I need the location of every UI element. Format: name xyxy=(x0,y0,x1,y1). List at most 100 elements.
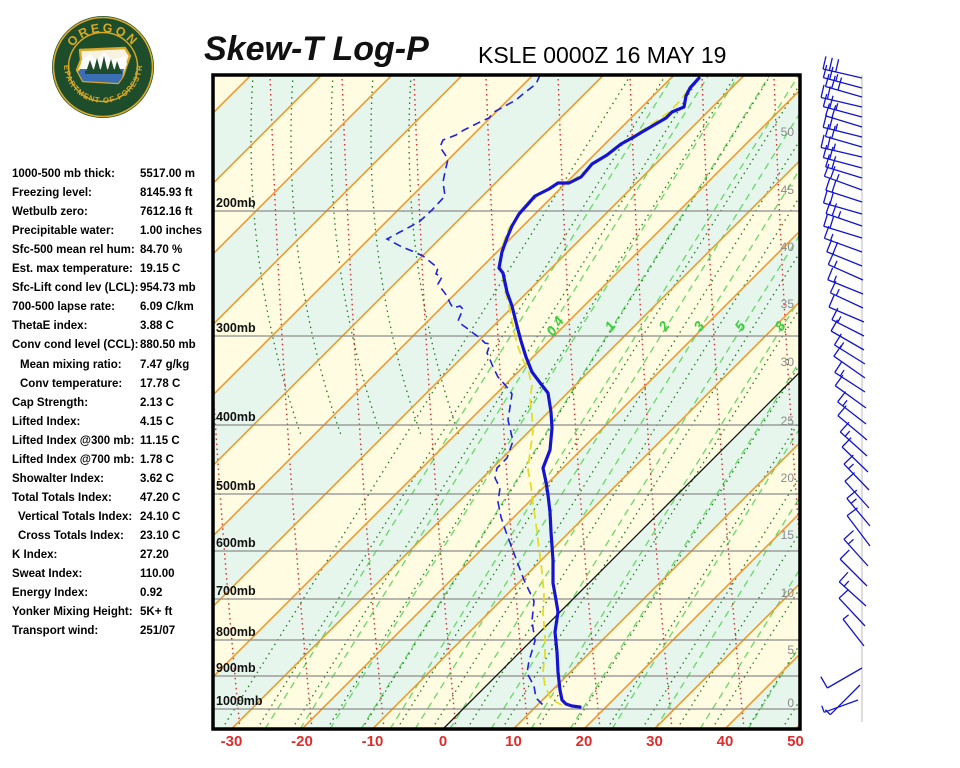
stat-label: Showalter Index: xyxy=(12,472,105,485)
stat-value: 251/07 xyxy=(140,625,176,638)
pressure-label-1000mb: 1000mb xyxy=(216,694,263,708)
stat-row: Cap Strength: 2.13 C xyxy=(12,397,174,416)
stat-row: 1000-500 mb thick: 5517.00 m xyxy=(12,168,195,187)
pressure-label-300mb: 300mb xyxy=(216,321,256,335)
stat-label: Sweat Index: xyxy=(12,568,83,581)
stat-value: 7612.16 ft xyxy=(140,206,193,219)
stat-value: 17.78 C xyxy=(140,377,181,390)
stat-row: Lifted Index: 4.15 C xyxy=(12,416,174,435)
height-label-5: 5 xyxy=(787,643,794,657)
pressure-label-400mb: 400mb xyxy=(216,410,256,424)
temp-tick-30: 30 xyxy=(646,733,663,750)
stat-label: Lifted Index @300 mb: xyxy=(12,434,135,447)
stat-row: 700-500 lapse rate: 6.09 C/km xyxy=(12,301,194,320)
stat-row: Sfc-Lift cond lev (LCL): 954.73 mb xyxy=(12,282,196,301)
pressure-label-600mb: 600mb xyxy=(216,536,256,550)
stat-label: Transport wind: xyxy=(12,625,99,638)
stat-value: 954.73 mb xyxy=(140,282,196,295)
stat-row: Sweat Index: 110.00 xyxy=(12,568,175,587)
stat-row: Sfc-500 mean rel hum: 84.70 % xyxy=(12,244,182,263)
odf-logo: OREGON DEPARTMENT OF FORESTRY xyxy=(50,14,154,118)
stat-label: Conv temperature: xyxy=(20,377,123,390)
stat-value: 5K+ ft xyxy=(140,606,173,619)
height-label-25: 25 xyxy=(780,414,794,428)
stat-value: 84.70 % xyxy=(140,244,183,257)
stat-row: Est. max temperature: 19.15 C xyxy=(12,263,180,282)
stat-value: 8145.93 ft xyxy=(140,187,193,200)
stat-label: Est. max temperature: xyxy=(12,263,133,276)
stat-row: Yonker Mixing Height: 5K+ ft xyxy=(12,606,172,625)
stat-label: Total Totals Index: xyxy=(12,491,112,504)
stat-label: Precipitable water: xyxy=(12,225,115,238)
stat-label: Vertical Totals Index: xyxy=(18,510,133,523)
stat-value: 5517.00 m xyxy=(140,168,195,180)
stat-value: 19.15 C xyxy=(140,263,181,276)
stat-label: Freezing level: xyxy=(12,187,92,200)
stat-row: ThetaE index: 3.88 C xyxy=(12,320,174,339)
stat-row: Cross Totals Index: 23.10 C xyxy=(12,530,180,549)
stat-label: 700-500 lapse rate: xyxy=(12,301,115,314)
height-label-10: 10 xyxy=(780,586,794,600)
height-label-30: 30 xyxy=(780,355,794,369)
stat-row: Energy Index: 0.92 xyxy=(12,587,162,606)
stat-value: 3.88 C xyxy=(140,320,174,333)
stat-row: K Index: 27.20 xyxy=(12,549,169,568)
temp-tick-10: 10 xyxy=(505,733,522,750)
stat-value: 1.00 inches xyxy=(140,225,203,238)
stat-row: Wetbulb zero: 7612.16 ft xyxy=(12,206,192,225)
stat-value: 1.78 C xyxy=(140,453,174,466)
stat-value: 7.47 g/kg xyxy=(140,358,190,371)
stat-value: 880.50 mb xyxy=(140,339,196,352)
stat-label: ThetaE index: xyxy=(12,320,88,333)
pressure-label-700mb: 700mb xyxy=(216,584,256,598)
height-label-35: 35 xyxy=(780,297,794,311)
stat-label: Lifted Index @700 mb: xyxy=(12,453,135,466)
stat-row: Mean mixing ratio: 7.47 g/kg xyxy=(12,359,189,378)
height-label-15: 15 xyxy=(780,528,794,542)
stat-row: Precipitable water: 1.00 inches xyxy=(12,225,202,244)
height-label-45: 45 xyxy=(780,183,794,197)
stat-label: 1000-500 mb thick: xyxy=(12,168,115,180)
temp-tick-40: 40 xyxy=(716,733,734,750)
pressure-label-500mb: 500mb xyxy=(216,479,256,493)
stat-value: 24.10 C xyxy=(140,510,181,523)
temp-tick--10: -10 xyxy=(361,733,384,750)
temp-tick--20: -20 xyxy=(291,733,313,750)
stat-label: Sfc-500 mean rel hum: xyxy=(12,244,135,257)
stat-value: 11.15 C xyxy=(140,434,180,447)
stat-row: Vertical Totals Index: 24.10 C xyxy=(12,511,180,530)
temp-tick--30: -30 xyxy=(220,733,243,750)
stat-label: Sfc-Lift cond lev (LCL): xyxy=(12,282,139,295)
stat-row: Showalter Index: 3.62 C xyxy=(12,473,174,492)
stat-value: 2.13 C xyxy=(140,396,174,409)
stat-label: Wetbulb zero: xyxy=(12,206,88,219)
stat-row: Conv cond level (CCL): 880.50 mb xyxy=(12,339,196,358)
stat-value: 110.00 xyxy=(140,568,175,581)
stat-label: Conv cond level (CCL): xyxy=(12,339,139,352)
height-label-0: 0 xyxy=(787,696,794,710)
stat-label: Cross Totals Index: xyxy=(18,529,124,542)
temp-tick-50: 50 xyxy=(787,733,804,750)
temp-tick-20: 20 xyxy=(575,733,593,750)
stat-value: 4.15 C xyxy=(140,415,174,428)
pressure-label-800mb: 800mb xyxy=(216,625,256,639)
height-label-50: 50 xyxy=(780,125,794,139)
stat-label: Energy Index: xyxy=(12,587,89,600)
seal-oregon-emblem xyxy=(75,46,132,85)
stat-row: Conv temperature: 17.78 C xyxy=(12,378,180,397)
station-date-line: KSLE 0000Z 16 MAY 19 xyxy=(478,42,727,68)
stat-label: Mean mixing ratio: xyxy=(20,358,122,371)
wind-barbs xyxy=(820,56,871,716)
stat-value: 6.09 C/km xyxy=(140,301,194,314)
stat-value: 3.62 C xyxy=(140,472,174,485)
stat-row: Lifted Index @700 mb: 1.78 C xyxy=(12,454,174,473)
stat-row: Freezing level: 8145.93 ft xyxy=(12,187,192,206)
stat-label: Yonker Mixing Height: xyxy=(12,606,133,619)
stat-value: 47.20 C xyxy=(140,491,181,504)
pressure-label-200mb: 200mb xyxy=(216,196,256,210)
stat-label: Lifted Index: xyxy=(12,415,81,428)
stat-value: 23.10 C xyxy=(140,529,181,542)
stat-label: Cap Strength: xyxy=(12,396,89,409)
height-label-40: 40 xyxy=(780,240,794,254)
